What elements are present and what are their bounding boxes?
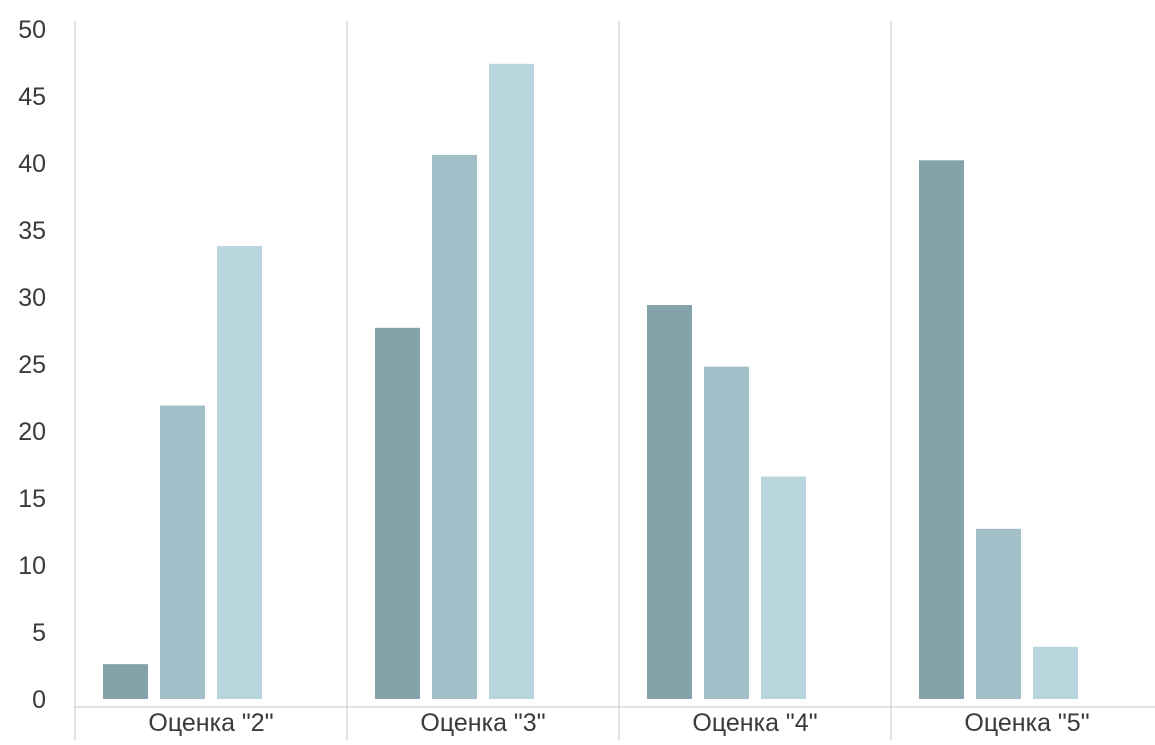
bar (761, 476, 806, 699)
y-tick-label: 25 (18, 351, 46, 379)
bar (160, 405, 205, 699)
bar (704, 366, 749, 699)
bar (647, 305, 692, 699)
x-category-label: Оценка "3" (420, 709, 545, 737)
bar (489, 63, 534, 699)
y-tick-label: 40 (18, 150, 46, 178)
y-tick-label: 50 (18, 16, 46, 44)
bar (217, 246, 262, 699)
x-category-label: Оценка "5" (964, 709, 1089, 737)
y-tick-label: 5 (32, 619, 46, 647)
y-tick-label: 45 (18, 83, 46, 111)
bar (103, 664, 148, 699)
bar (919, 160, 964, 699)
labels-layer: 0 5 10 15 20 25 30 35 40 45 50 Оценка "2" Оценка "3"… (18, 16, 1089, 737)
y-tick-label: 20 (18, 418, 46, 446)
bar (375, 327, 420, 699)
y-tick-label: 10 (18, 552, 46, 580)
bars-layer (103, 63, 1078, 699)
y-tick-label: 30 (18, 284, 46, 312)
x-category-label: Оценка "2" (148, 709, 273, 737)
bar (432, 154, 477, 699)
y-tick-label: 15 (18, 485, 46, 513)
bar (1033, 646, 1078, 699)
grid-layer (74, 21, 892, 740)
y-tick-label: 0 (32, 686, 46, 714)
x-category-label: Оценка "4" (692, 709, 817, 737)
bar (976, 528, 1021, 699)
y-tick-label: 35 (18, 217, 46, 245)
